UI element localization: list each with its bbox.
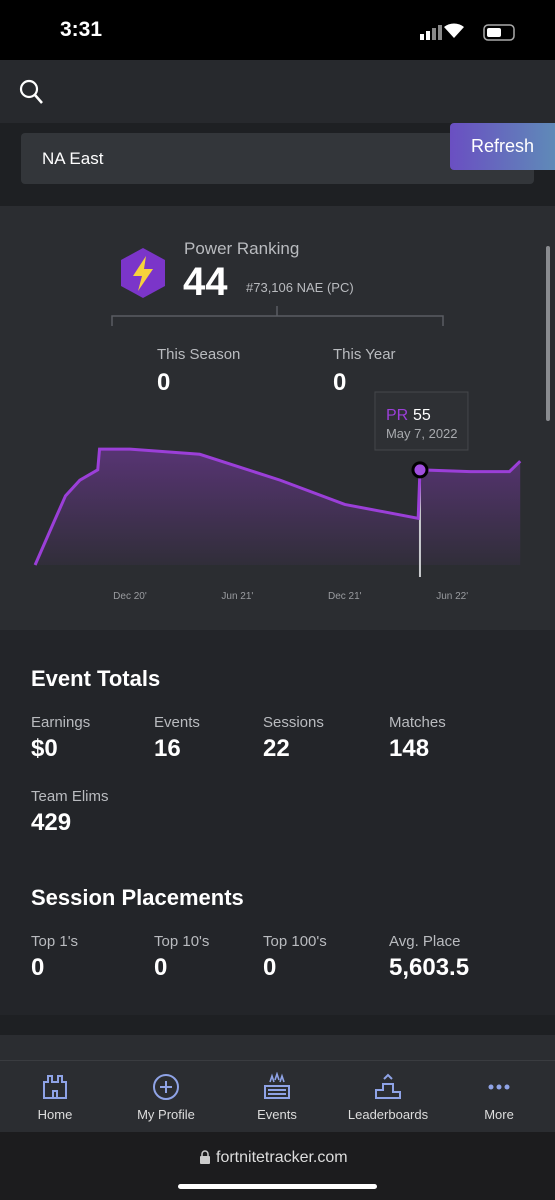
hover-point xyxy=(411,461,429,479)
year-label: This Year xyxy=(333,346,396,363)
stat-value: 16 xyxy=(154,735,181,762)
stat-value: 0 xyxy=(154,954,168,981)
stat-label: Avg. Place xyxy=(389,933,461,950)
chart: Dec 20' Jun 21' Dec 21' Jun 22' PR 55 May 7, 2… xyxy=(33,391,522,602)
nav-item[interactable]: My Profile xyxy=(116,1061,216,1133)
season-label: This Season xyxy=(157,346,241,363)
nav-label: Events xyxy=(257,1107,297,1122)
stat-value: 148 xyxy=(389,735,430,762)
power-rank: #73,106 NAE (PC) xyxy=(246,280,354,295)
x-tick-label: Dec 20' xyxy=(113,591,147,602)
lock-icon xyxy=(200,1150,210,1164)
clock: 3:31 xyxy=(60,18,103,41)
search-icon[interactable] xyxy=(18,78,46,108)
x-tick-label: Jun 22' xyxy=(436,591,468,602)
nav-icon xyxy=(264,1072,290,1099)
section-title: Session Placements xyxy=(31,885,244,910)
bottom-nav: Home My Profile Events Leaderboards More xyxy=(0,1060,555,1133)
season-value: 0 xyxy=(157,369,171,396)
power-label: Power Ranking xyxy=(184,239,300,258)
stat-label: Top 100's xyxy=(263,933,327,950)
nav-item[interactable]: Leaderboards xyxy=(338,1061,438,1133)
url: fortnitetracker.com xyxy=(216,1149,348,1166)
nav-label: Home xyxy=(37,1107,73,1122)
stat-value: 429 xyxy=(31,809,72,836)
nav-label: More xyxy=(484,1107,514,1122)
scrollbar xyxy=(546,246,550,421)
line xyxy=(33,447,522,566)
stat-label: Sessions xyxy=(263,714,324,731)
header xyxy=(0,60,555,123)
status-icons xyxy=(420,23,515,41)
nav-icon xyxy=(153,1074,179,1100)
stat-label: Top 1's xyxy=(31,933,79,950)
stat-label: Matches xyxy=(389,714,446,731)
next-card xyxy=(0,1035,555,1060)
stat-label: Earnings xyxy=(31,714,91,731)
power-card: Power Ranking 44 #73,106 NAE (PC) This S… xyxy=(0,206,555,630)
status-bar: 3:31 xyxy=(0,0,555,60)
section-title: Event Totals xyxy=(31,666,161,691)
refresh-button[interactable]: Refresh xyxy=(450,123,555,170)
home-indicator xyxy=(178,1184,377,1189)
nav-label: My Profile xyxy=(137,1107,195,1122)
x-tick-label: Dec 21' xyxy=(328,591,362,602)
bracket xyxy=(111,306,444,326)
area-fill xyxy=(35,449,521,565)
stat-label: Top 10's xyxy=(154,933,210,950)
nav-icon xyxy=(43,1075,67,1099)
tooltip-value: 55 xyxy=(413,407,431,424)
nav-icon xyxy=(375,1073,401,1099)
stat-label: Events xyxy=(154,714,200,731)
stat-value: 5,603.5 xyxy=(389,954,470,981)
nav-item[interactable]: Home xyxy=(5,1061,105,1133)
region-select[interactable]: NA East xyxy=(21,133,534,184)
nav-icon xyxy=(488,1084,510,1090)
nav-item[interactable]: More xyxy=(449,1061,549,1133)
stat-value: 0 xyxy=(263,954,277,981)
browser-bar: fortnitetracker.com xyxy=(0,1132,555,1200)
power-value: 44 xyxy=(183,260,228,304)
stat-label: Team Elims xyxy=(31,788,109,805)
stat-value: 22 xyxy=(263,735,290,762)
region-value: NA East xyxy=(42,149,104,168)
stats-section: Event Totals Session Placements Earnings… xyxy=(0,630,555,1015)
tooltip-label: PR xyxy=(386,407,408,424)
tooltip-date: May 7, 2022 xyxy=(386,426,458,441)
nav-label: Leaderboards xyxy=(347,1107,429,1122)
x-tick-label: Jun 21' xyxy=(221,591,253,602)
year-value: 0 xyxy=(333,369,347,396)
nav-item[interactable]: Events xyxy=(227,1061,327,1133)
tooltip xyxy=(374,391,469,451)
stat-value: $0 xyxy=(31,735,58,762)
rank-badge xyxy=(121,248,165,298)
stat-value: 0 xyxy=(31,954,45,981)
